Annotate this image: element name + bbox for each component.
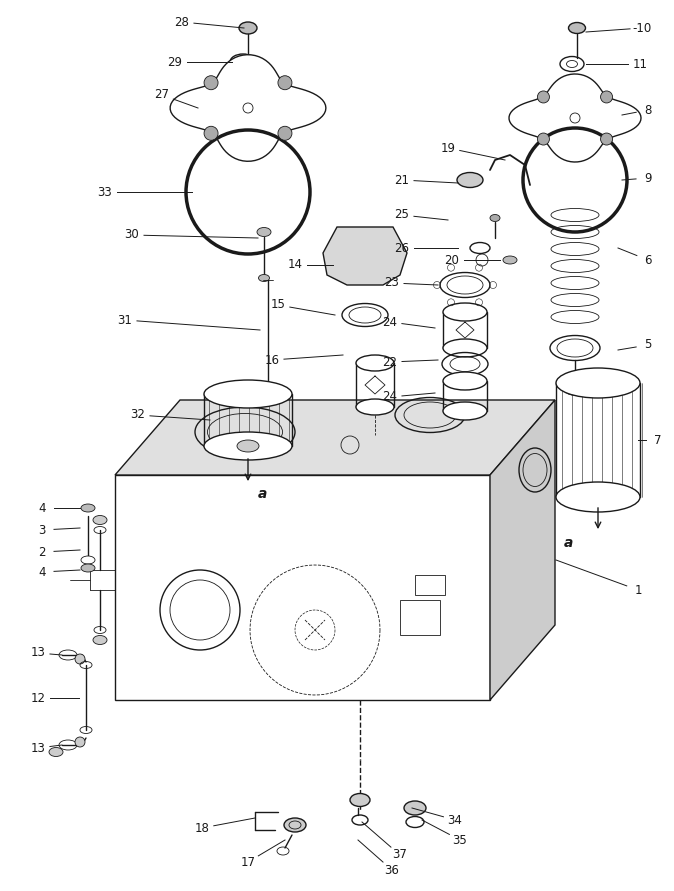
Circle shape xyxy=(601,133,613,145)
Circle shape xyxy=(537,133,549,145)
Ellipse shape xyxy=(49,748,63,756)
Text: 36: 36 xyxy=(385,863,400,877)
Text: 20: 20 xyxy=(445,254,460,266)
Circle shape xyxy=(278,127,292,140)
Text: 37: 37 xyxy=(392,848,408,862)
Ellipse shape xyxy=(93,635,107,644)
Text: 27: 27 xyxy=(154,88,169,102)
Ellipse shape xyxy=(342,304,388,326)
Circle shape xyxy=(204,76,218,90)
Ellipse shape xyxy=(443,402,487,420)
Ellipse shape xyxy=(204,432,292,460)
Ellipse shape xyxy=(284,818,306,832)
Text: 18: 18 xyxy=(195,822,210,835)
Text: 6: 6 xyxy=(644,254,652,266)
Text: 8: 8 xyxy=(644,103,652,117)
Text: 33: 33 xyxy=(98,185,113,199)
Ellipse shape xyxy=(556,368,640,398)
Text: a: a xyxy=(563,536,573,550)
Polygon shape xyxy=(115,400,555,475)
Text: 22: 22 xyxy=(383,356,398,369)
Polygon shape xyxy=(415,575,445,595)
Text: a: a xyxy=(257,487,267,501)
Text: 1: 1 xyxy=(634,584,642,596)
Text: 5: 5 xyxy=(644,339,652,352)
Circle shape xyxy=(75,737,85,747)
Ellipse shape xyxy=(239,22,257,34)
Polygon shape xyxy=(490,400,555,700)
Text: 24: 24 xyxy=(383,315,398,329)
Ellipse shape xyxy=(356,355,394,371)
Ellipse shape xyxy=(81,504,95,512)
Ellipse shape xyxy=(93,516,107,525)
Polygon shape xyxy=(400,600,440,635)
Text: 9: 9 xyxy=(644,171,652,184)
Polygon shape xyxy=(171,54,326,161)
Text: 2: 2 xyxy=(38,545,46,559)
Text: 19: 19 xyxy=(441,142,456,154)
Ellipse shape xyxy=(81,564,95,572)
Text: 7: 7 xyxy=(654,434,662,446)
Text: 23: 23 xyxy=(385,276,400,290)
Text: 29: 29 xyxy=(168,55,183,69)
Text: 14: 14 xyxy=(288,258,303,272)
Text: 3: 3 xyxy=(38,524,46,536)
Text: 4: 4 xyxy=(38,566,46,578)
Text: 13: 13 xyxy=(30,647,45,659)
Circle shape xyxy=(204,127,218,140)
Polygon shape xyxy=(323,227,407,285)
Ellipse shape xyxy=(443,303,487,321)
Polygon shape xyxy=(115,475,490,700)
Ellipse shape xyxy=(490,215,500,222)
Ellipse shape xyxy=(457,173,483,187)
Text: 25: 25 xyxy=(394,208,409,222)
Text: 16: 16 xyxy=(264,354,280,366)
Polygon shape xyxy=(509,74,641,162)
Ellipse shape xyxy=(356,399,394,415)
Ellipse shape xyxy=(350,794,370,806)
Text: 32: 32 xyxy=(131,408,146,421)
Text: 31: 31 xyxy=(117,314,132,326)
Text: -10: -10 xyxy=(632,21,652,35)
Ellipse shape xyxy=(443,339,487,357)
Text: 30: 30 xyxy=(125,228,140,241)
Text: 24: 24 xyxy=(383,390,398,404)
Ellipse shape xyxy=(503,256,517,264)
Text: 21: 21 xyxy=(394,174,410,186)
Text: 11: 11 xyxy=(632,58,648,70)
Text: 35: 35 xyxy=(453,833,467,846)
Circle shape xyxy=(75,654,85,664)
Ellipse shape xyxy=(237,440,259,452)
Circle shape xyxy=(278,76,292,90)
Ellipse shape xyxy=(259,274,270,282)
Ellipse shape xyxy=(443,372,487,390)
Ellipse shape xyxy=(556,482,640,512)
Text: 15: 15 xyxy=(270,298,285,312)
Text: 4: 4 xyxy=(38,502,46,514)
Text: 12: 12 xyxy=(30,691,46,705)
Ellipse shape xyxy=(204,380,292,408)
Text: 13: 13 xyxy=(30,741,45,755)
Text: 17: 17 xyxy=(241,855,255,869)
Circle shape xyxy=(537,91,549,103)
Ellipse shape xyxy=(81,556,95,564)
Text: 26: 26 xyxy=(394,241,410,255)
Circle shape xyxy=(601,91,613,103)
Text: 28: 28 xyxy=(175,15,189,29)
Ellipse shape xyxy=(568,22,586,34)
Ellipse shape xyxy=(257,227,271,236)
Text: 34: 34 xyxy=(448,813,462,827)
Ellipse shape xyxy=(404,801,426,815)
